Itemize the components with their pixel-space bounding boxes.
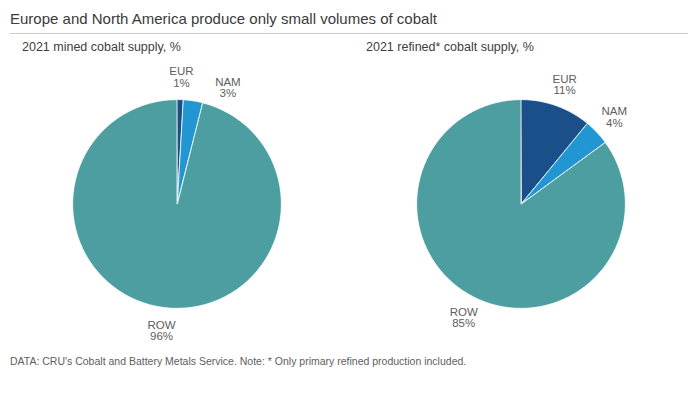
html-text:DATA: CRU's Cobalt and Battery: DATA: CRU's Cobalt and Battery Metals Se… (10, 355, 467, 367)
svg-text:EUR11%: EUR11% (552, 73, 576, 97)
svg-text:NAM3%: NAM3% (215, 75, 241, 99)
svg-text:NAM4%: NAM4% (602, 105, 628, 128)
html-text:2021 refined* cobalt supply, %: 2021 refined* cobalt supply, % (366, 40, 534, 54)
svg-text:EUR1%: EUR1% (169, 65, 193, 89)
svg-text:ROW96%: ROW96% (147, 319, 175, 343)
svg-text:ROW85%: ROW85% (450, 306, 478, 330)
html-text:2021 mined cobalt supply, %: 2021 mined cobalt supply, % (22, 40, 181, 54)
html-text:Europe and North America produ: Europe and North America produce only sm… (10, 10, 437, 27)
